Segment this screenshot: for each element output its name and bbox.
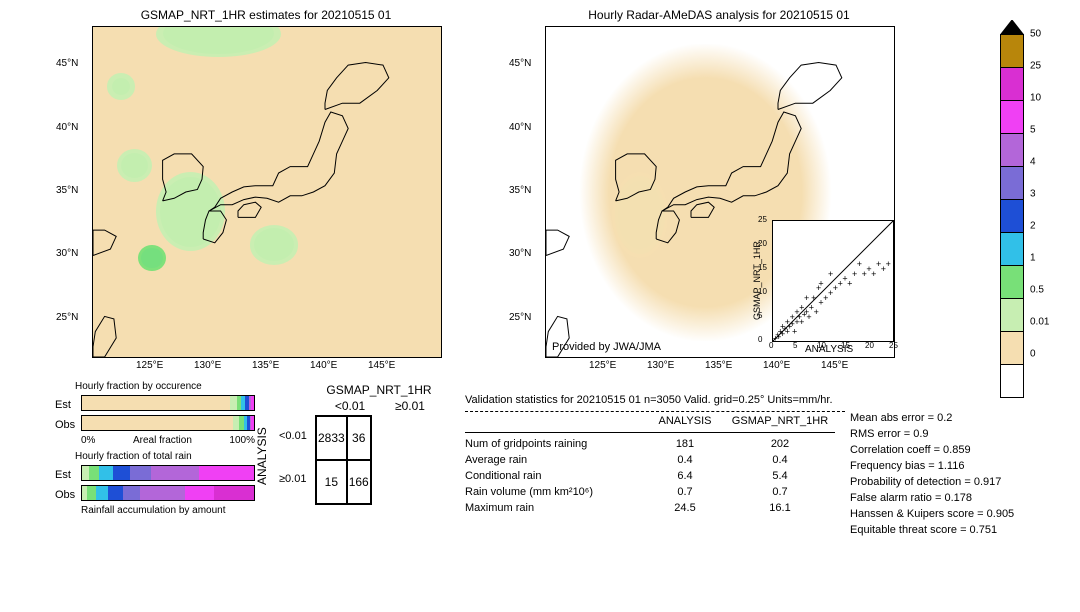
contingency-cell-10: 15 xyxy=(316,460,347,504)
contingency-table: 283336 15166 xyxy=(315,415,372,505)
contingency-row1: ≥0.01 xyxy=(279,473,306,485)
validation-panel: Validation statistics for 20210515 01 n=… xyxy=(465,393,845,517)
totalrain-est-bar xyxy=(81,465,255,481)
map-credit: Provided by JWA/JMA xyxy=(552,341,661,353)
contingency-col1: ≥0.01 xyxy=(380,399,440,413)
scatter-ylabel: GSMAP_NRT_1HR xyxy=(752,241,762,320)
svg-text:+: + xyxy=(814,307,819,317)
colorbar-arrow-icon xyxy=(1000,20,1024,34)
svg-text:+: + xyxy=(886,259,891,269)
occurrence-title: Hourly fraction by occurence xyxy=(75,381,202,392)
svg-text:+: + xyxy=(818,278,823,288)
totalrain-obs-label: Obs xyxy=(55,489,81,501)
scatter-svg: ++++++++++++++++++++++++++++++++++++++++… xyxy=(773,221,893,341)
validation-header: Validation statistics for 20210515 01 n=… xyxy=(465,393,845,409)
contingency-col0: <0.01 xyxy=(320,399,380,413)
svg-text:+: + xyxy=(852,269,857,279)
svg-text:+: + xyxy=(806,312,811,322)
contingency-cell-00: 2833 xyxy=(316,416,347,460)
totalrain-est-label: Est xyxy=(55,469,81,481)
svg-text:+: + xyxy=(847,278,852,288)
contingency-cell-11: 166 xyxy=(347,460,371,504)
occurrence-obs-bar xyxy=(81,415,255,431)
svg-text:+: + xyxy=(828,269,833,279)
occurrence-est-bar xyxy=(81,395,255,411)
totalrain-obs-bar xyxy=(81,485,255,501)
svg-text:+: + xyxy=(871,269,876,279)
svg-text:+: + xyxy=(857,259,862,269)
colorbar: 502510543210.50.010 xyxy=(1000,20,1024,370)
contingency-cell-01: 36 xyxy=(347,416,371,460)
occurrence-obs-label: Obs xyxy=(55,419,81,431)
occurrence-tick1: 100% xyxy=(229,435,255,446)
svg-text:+: + xyxy=(811,293,816,303)
contingency-row-header: ANALYSIS xyxy=(255,427,269,485)
validation-colhdr-g: GSMAP_NRT_1HR xyxy=(725,414,835,430)
map-left-frame xyxy=(92,26,442,358)
gsmap-map-title: GSMAP_NRT_1HR estimates for 20210515 01 xyxy=(92,8,440,22)
contingency-row0: <0.01 xyxy=(279,430,307,442)
scatter-plot: ++++++++++++++++++++++++++++++++++++++++… xyxy=(772,220,894,342)
validation-colhdr-a: ANALYSIS xyxy=(645,414,725,430)
svg-text:+: + xyxy=(804,293,809,303)
gsmap-map-panel: GSMAP_NRT_1HR estimates for 20210515 01 xyxy=(92,26,440,356)
scores-panel: Mean abs error = 0.2RMS error = 0.9Corre… xyxy=(850,411,1070,539)
totalrain-panel: Hourly fraction of total rain Est Obs Ra… xyxy=(55,465,255,505)
occurrence-tick0: 0% xyxy=(81,435,95,446)
occurrence-est-label: Est xyxy=(55,399,81,411)
totalrain-title: Hourly fraction of total rain xyxy=(75,451,192,462)
validation-rows: Num of gridpoints raining181202Average r… xyxy=(465,437,845,517)
occurrence-axis-label: Areal fraction xyxy=(133,435,192,446)
totalrain-footer: Rainfall accumulation by amount xyxy=(81,505,226,516)
occurrence-panel: Hourly fraction by occurence Est Obs 0% … xyxy=(55,395,255,446)
page-root: GSMAP_NRT_1HR estimates for 20210515 01 … xyxy=(0,0,1080,612)
svg-text:+: + xyxy=(792,326,797,336)
coastline-left xyxy=(93,27,441,357)
radar-map-title: Hourly Radar-AMeDAS analysis for 2021051… xyxy=(545,8,893,22)
contingency-col-header: GSMAP_NRT_1HR xyxy=(309,383,449,397)
